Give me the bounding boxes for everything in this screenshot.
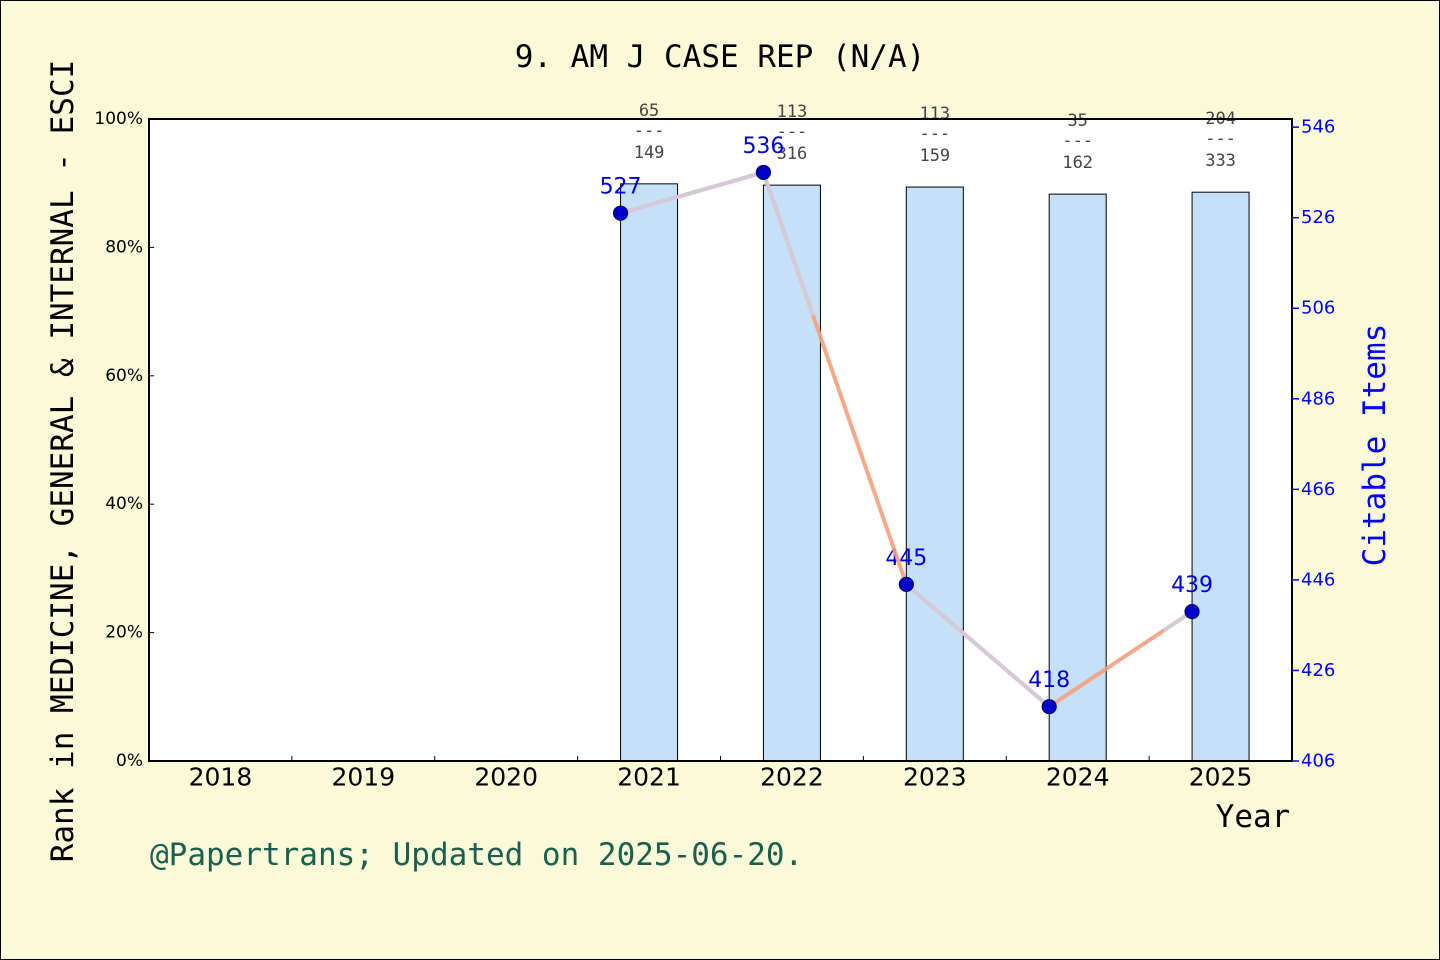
x-axis-label: Year (1216, 799, 1291, 835)
axes-group: 2018 2019 2020 2021 2022 2023 2024 2025 0% 20% 40%… (94, 109, 1335, 792)
point-2025 (1184, 603, 1200, 620)
rank-total-2025: 333 (1205, 151, 1236, 171)
rank-label-2023: 113 (919, 104, 950, 124)
x-tick-label-2022: 2022 (760, 763, 824, 792)
y-tick-label: 0% (116, 751, 143, 771)
y2-tick-label: 446 (1301, 569, 1335, 590)
point-2024 (1041, 699, 1057, 715)
rank-label-2021: 65 (639, 101, 659, 121)
x-tick-label-2025: 2025 (1189, 763, 1253, 792)
rank-labels-group: 65---149113---316113---15935---162204---… (634, 101, 1236, 173)
point-label-2024: 418 (1028, 668, 1070, 693)
rank-separator-2021: --- (634, 121, 665, 141)
bar-2022 (762, 184, 821, 762)
rank-separator-2023: --- (919, 124, 950, 144)
point-label-2025: 439 (1171, 573, 1213, 598)
bars-group (620, 183, 1250, 762)
chart-title: 9. AM J CASE REP (N/A) (515, 39, 926, 75)
rank-separator-2022: --- (777, 122, 808, 142)
rank-total-2022: 316 (777, 144, 808, 164)
y-tick-label: 100% (94, 109, 143, 129)
point-2021 (612, 205, 629, 221)
points-group (612, 164, 1200, 715)
bar-2024 (1048, 193, 1107, 762)
y-axis-label: Rank in MEDICINE, GENERAL & INTERNAL - E… (45, 60, 81, 863)
rank-total-2021: 149 (634, 143, 665, 163)
y2-axis-label: Citable Items (1357, 324, 1393, 567)
y-tick-label: 40% (105, 494, 143, 514)
rank-total-2024: 162 (1062, 153, 1093, 173)
x-tick-label-2019: 2019 (332, 763, 396, 792)
x-tick-label-2018: 2018 (189, 763, 253, 792)
rank-total-2023: 159 (919, 146, 950, 166)
rank-separator-2024: --- (1062, 131, 1093, 151)
point-label-2021: 527 (600, 175, 642, 200)
rank-label-2024: 35 (1067, 111, 1087, 131)
x-tick-label-2021: 2021 (617, 763, 681, 792)
y2-tick-label: 466 (1301, 479, 1335, 500)
point-label-2023: 445 (885, 546, 927, 571)
y2-tick-label: 486 (1301, 388, 1335, 409)
point-2022 (755, 164, 772, 181)
citable-items-line-highlight (620, 169, 1194, 710)
y2-tick-label: 526 (1301, 207, 1335, 228)
rank-separator-2025: --- (1205, 129, 1236, 149)
y-tick-label: 80% (105, 237, 143, 257)
footer-note: @Papertrans; Updated on 2025-06-20. (150, 837, 803, 873)
bar-2021 (620, 183, 679, 762)
point-label-2022: 536 (742, 134, 784, 159)
y2-tick-label: 506 (1301, 298, 1335, 319)
bar-2023 (905, 186, 964, 762)
y2-tick-label: 426 (1301, 660, 1335, 681)
y-tick-label: 60% (105, 366, 143, 386)
point-labels-group: 527 536 445 418 439 (600, 134, 1214, 693)
y2-tick-label: 406 (1301, 751, 1335, 772)
x-tick-label-2023: 2023 (903, 763, 967, 792)
point-2023 (898, 576, 914, 593)
bar-2025 (1191, 191, 1250, 762)
x-tick-label-2020: 2020 (474, 763, 538, 792)
y2-tick-label: 546 (1301, 117, 1335, 138)
rank-label-2022: 113 (777, 102, 808, 122)
x-tick-label-2024: 2024 (1046, 763, 1110, 792)
plot-area (149, 119, 1292, 761)
y-tick-label: 20% (105, 623, 143, 643)
